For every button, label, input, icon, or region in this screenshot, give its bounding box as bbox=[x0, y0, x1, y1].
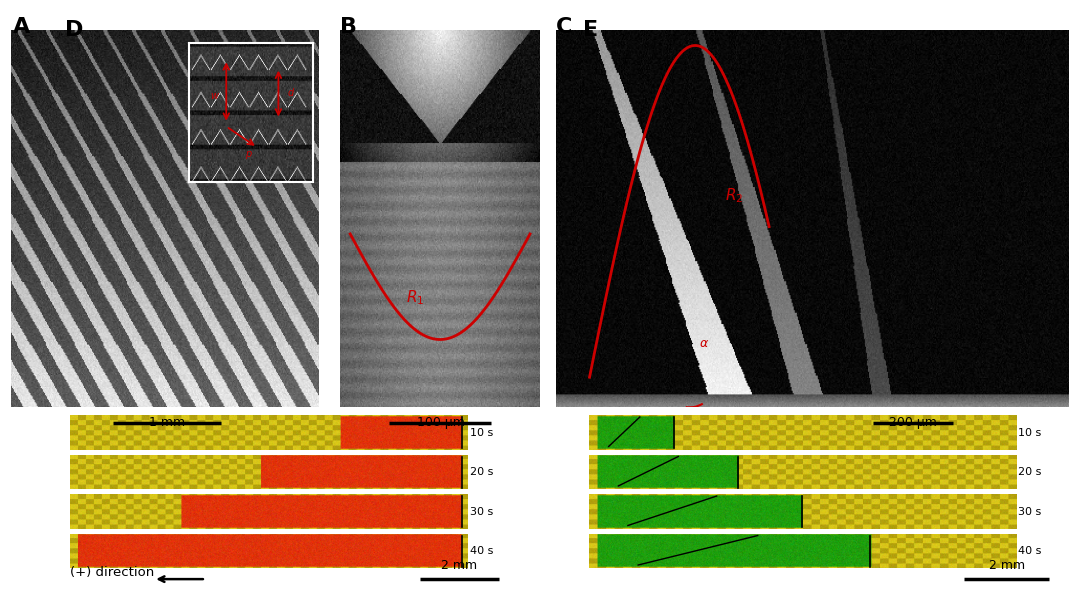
Text: 20 s: 20 s bbox=[1017, 467, 1041, 477]
Text: 40 s: 40 s bbox=[470, 546, 494, 556]
Text: 20 s: 20 s bbox=[470, 467, 494, 477]
Text: 2 mm: 2 mm bbox=[988, 559, 1025, 572]
Text: 100 μm: 100 μm bbox=[417, 416, 464, 429]
Text: 10 s: 10 s bbox=[1017, 427, 1041, 438]
Text: D: D bbox=[65, 21, 83, 41]
Text: C: C bbox=[556, 18, 572, 38]
Text: 1 mm: 1 mm bbox=[149, 416, 186, 429]
Text: E: E bbox=[583, 21, 598, 41]
Text: $R_1$: $R_1$ bbox=[406, 288, 424, 306]
Text: B: B bbox=[340, 18, 357, 38]
Text: α: α bbox=[700, 337, 708, 350]
Text: 10 s: 10 s bbox=[470, 427, 494, 438]
Text: 30 s: 30 s bbox=[1017, 506, 1041, 517]
Text: 200 μm: 200 μm bbox=[889, 416, 936, 429]
Text: $R_2$: $R_2$ bbox=[726, 186, 744, 205]
Text: d: d bbox=[287, 88, 294, 98]
Text: A: A bbox=[13, 18, 30, 38]
Text: p: p bbox=[245, 150, 252, 159]
Text: (+) direction: (+) direction bbox=[70, 566, 154, 579]
Text: 30 s: 30 s bbox=[470, 506, 494, 517]
Text: 2 mm: 2 mm bbox=[442, 559, 477, 572]
Text: 40 s: 40 s bbox=[1017, 546, 1041, 556]
Text: w: w bbox=[210, 91, 218, 101]
